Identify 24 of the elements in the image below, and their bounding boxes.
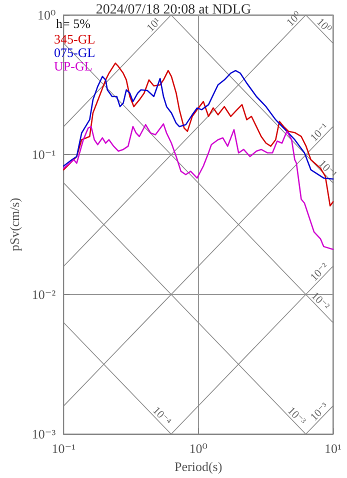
annotation: 10⁻¹	[316, 158, 339, 181]
text: 345-GL	[54, 32, 96, 46]
annotation: 10⁻²	[308, 290, 332, 314]
annotation: 10⁰	[284, 9, 304, 29]
annotation: 10¹	[144, 16, 164, 34]
annotation: h= 5%	[56, 16, 91, 31]
y-tick-label: 10⁰	[37, 8, 56, 22]
annotation: 10⁻⁴	[150, 404, 174, 428]
annotation: 10⁻³	[308, 400, 332, 424]
x-tick-label: 10¹	[324, 441, 342, 456]
x-tick-label: 10⁻¹	[52, 441, 76, 456]
annotation: 10⁻²	[308, 260, 332, 284]
y-axis-title: pSv(cm/s)	[7, 198, 22, 252]
chart-title: 2024/07/18 20:08 at NDLG	[96, 2, 252, 18]
y-tick-label: 10⁻²	[32, 286, 56, 302]
series-label: 075-GL	[54, 45, 96, 60]
y-tick-label: 10⁻³	[32, 426, 56, 442]
x-tick-label: 10⁰	[189, 441, 208, 456]
annotation: 10⁰	[314, 16, 334, 36]
annotation: 10⁻¹	[308, 121, 331, 144]
y-tick-label: 10⁻¹	[32, 147, 56, 162]
text: UP-GL	[54, 58, 92, 74]
x-axis-title: Period(s)	[174, 459, 222, 474]
annotation: 10⁻³	[285, 404, 308, 428]
